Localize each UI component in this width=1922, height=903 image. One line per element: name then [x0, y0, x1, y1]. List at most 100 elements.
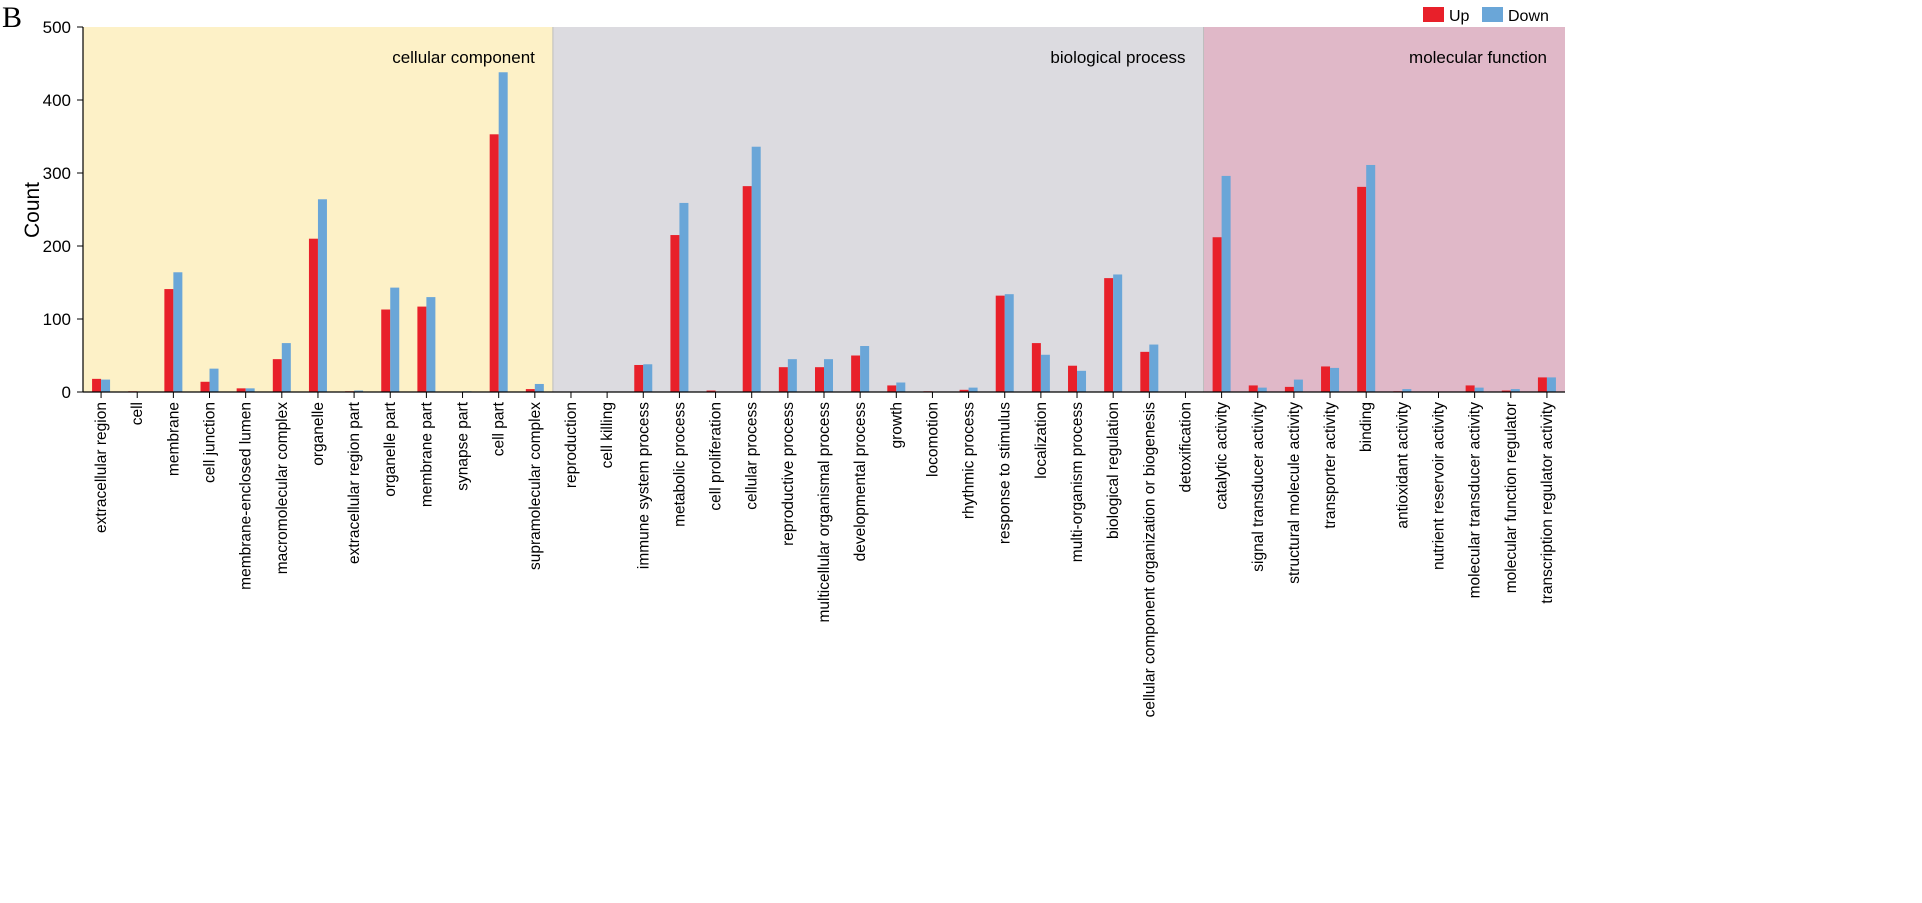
- x-tick-label: rhythmic process: [961, 402, 978, 519]
- bar-down: [1330, 367, 1340, 392]
- legend-label-down: Down: [1508, 8, 1549, 25]
- bar-up: [164, 289, 174, 392]
- x-tick-label: molecular function regulator: [1503, 402, 1520, 593]
- bar-up: [1501, 390, 1511, 392]
- legend-swatch-up: [1423, 7, 1444, 22]
- bar-up: [1212, 237, 1222, 392]
- bar-up: [1321, 366, 1331, 392]
- x-tick-label: locomotion: [924, 402, 941, 477]
- bar-marks: [92, 72, 1556, 392]
- x-tick-label: antioxidant activity: [1394, 402, 1411, 529]
- bar-up: [236, 388, 246, 392]
- bar-down: [1293, 379, 1303, 392]
- bar-down: [751, 146, 761, 392]
- bar-up: [959, 389, 969, 392]
- bar-up: [1031, 343, 1041, 392]
- bar-down: [173, 272, 183, 392]
- bar-up: [706, 390, 716, 392]
- bar-down: [1474, 387, 1484, 392]
- y-tick-label: 400: [43, 91, 71, 110]
- bar-down: [896, 382, 906, 392]
- bar-up: [815, 367, 824, 392]
- x-axis-labels: extracellular region cell membrane cell jun…: [93, 392, 1556, 717]
- x-tick-label: multi-organism process: [1069, 402, 1086, 562]
- x-tick-label: organelle part: [382, 401, 399, 496]
- x-tick-label: multicellular organismal process: [816, 402, 833, 623]
- band-molecular-function: [1203, 27, 1565, 392]
- x-tick-label: cell part: [491, 401, 508, 456]
- x-tick-label: growth: [888, 402, 905, 449]
- bar-up: [1140, 351, 1150, 392]
- bar-down: [1402, 389, 1412, 392]
- bar-down: [968, 387, 978, 392]
- group-title: molecular function: [1409, 48, 1547, 67]
- bar-up: [272, 359, 282, 392]
- bar-down: [317, 199, 327, 392]
- x-tick-label: signal transducer activity: [1250, 402, 1267, 572]
- x-tick-label: organelle: [310, 402, 327, 466]
- band-biological-process: [552, 27, 1204, 392]
- x-tick-label: membrane: [165, 402, 182, 476]
- x-tick-label: cell killing: [599, 402, 616, 468]
- x-tick-label: structural molecule activity: [1286, 402, 1303, 584]
- x-tick-label: synapse part: [455, 401, 472, 490]
- bar-down: [824, 359, 833, 392]
- bar-down: [209, 368, 219, 392]
- bar-down: [101, 379, 111, 392]
- bar-up: [1357, 186, 1367, 392]
- y-tick-label: 300: [43, 164, 71, 183]
- bar-down: [1077, 370, 1087, 392]
- bar-down: [1113, 274, 1123, 392]
- bar-down: [1257, 387, 1267, 392]
- x-tick-label: developmental process: [852, 402, 869, 562]
- bar-up: [1465, 385, 1475, 392]
- x-tick-label: cell proliferation: [708, 402, 725, 511]
- x-tick-label: transcription regulator activity: [1539, 402, 1556, 604]
- x-tick-label: response to stimulus: [997, 402, 1014, 544]
- y-tick-label: 0: [62, 383, 71, 402]
- x-tick-label: localization: [1033, 402, 1050, 479]
- bar-up: [887, 385, 897, 392]
- bar-down: [426, 297, 436, 392]
- x-tick-label: detoxification: [1177, 402, 1194, 492]
- x-tick-label: cellular process: [744, 402, 761, 510]
- bar-up: [1104, 278, 1114, 392]
- x-tick-label: molecular transducer activity: [1467, 402, 1484, 599]
- y-axis-title: Count: [21, 182, 44, 238]
- x-tick-label: membrane part: [418, 401, 435, 507]
- bar-up: [670, 235, 680, 392]
- panel-letter: B: [2, 1, 22, 34]
- x-tick-label: transporter activity: [1322, 402, 1339, 529]
- x-tick-label: biological regulation: [1105, 402, 1122, 539]
- bar-down: [354, 390, 364, 392]
- y-tick-label: 200: [43, 237, 71, 256]
- bar-up: [417, 306, 427, 392]
- bar-up: [1284, 386, 1294, 392]
- bar-down: [281, 343, 291, 392]
- bar-down: [1546, 377, 1556, 392]
- bar-down: [1040, 354, 1050, 392]
- category-bands: cellular component biological process mole…: [83, 27, 1565, 392]
- bar-down: [679, 202, 689, 392]
- bar-up: [200, 381, 210, 392]
- x-tick-label: membrane-enclosed lumen: [238, 402, 255, 590]
- bar-down: [1510, 389, 1520, 392]
- bar-up: [92, 378, 102, 392]
- x-tick-label: immune system process: [635, 402, 652, 569]
- bar-down: [390, 287, 400, 392]
- legend-label-up: Up: [1449, 8, 1470, 25]
- x-tick-label: extracellular region part: [346, 401, 363, 564]
- x-tick-label: reproductive process: [780, 402, 797, 546]
- group-title: cellular component: [392, 48, 535, 67]
- bar-down: [1004, 294, 1014, 392]
- bar-down: [245, 388, 255, 392]
- bar-up: [1537, 377, 1547, 392]
- bar-down: [1221, 175, 1231, 392]
- x-tick-label: binding: [1358, 402, 1375, 452]
- x-tick-label: cellular component organization or bioge…: [1141, 402, 1158, 718]
- x-tick-label: metabolic process: [671, 402, 688, 527]
- bar-up: [1068, 365, 1078, 392]
- bar-down: [787, 359, 797, 392]
- bar-up: [1248, 385, 1258, 392]
